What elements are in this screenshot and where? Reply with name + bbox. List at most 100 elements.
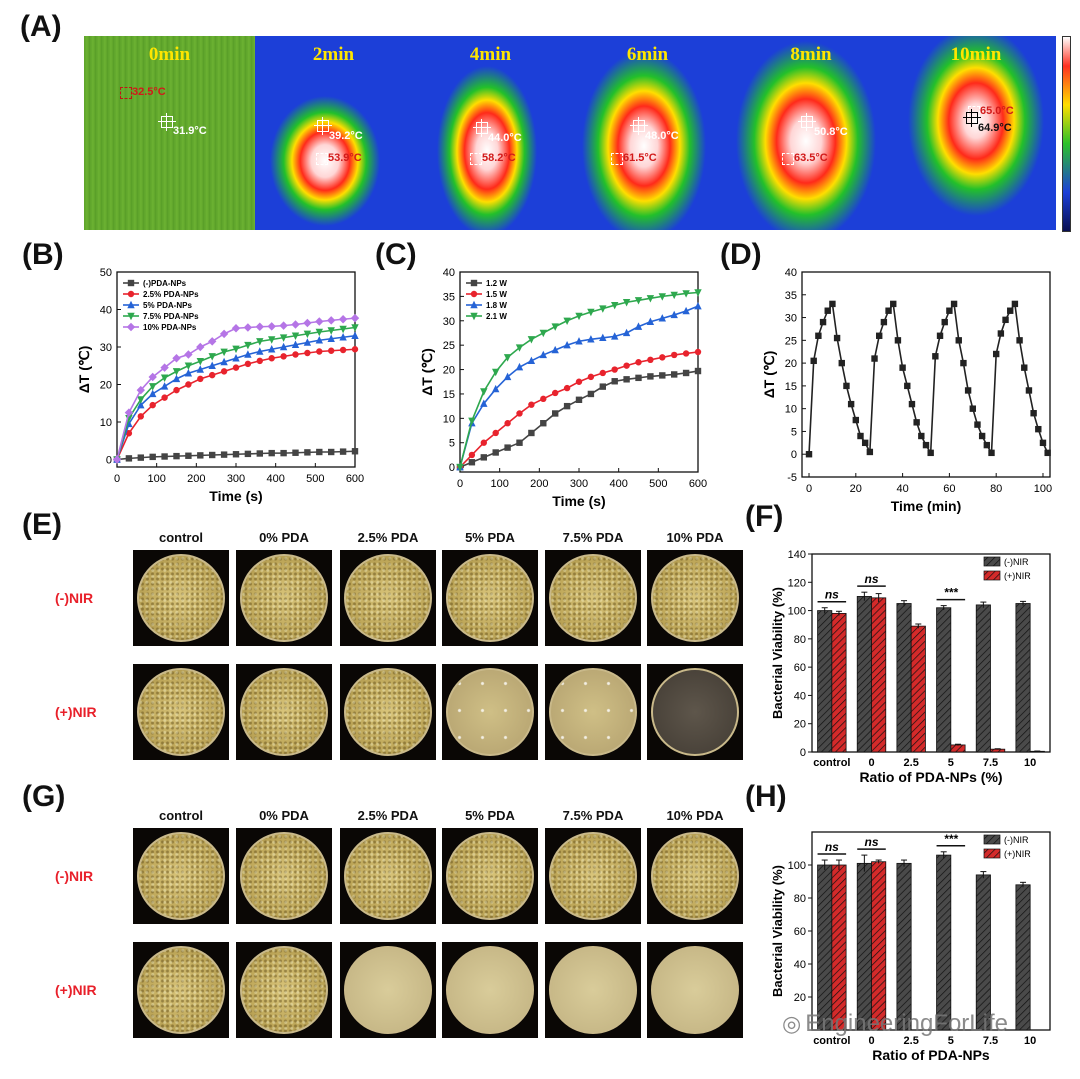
data-point xyxy=(160,382,169,390)
data-point xyxy=(208,337,217,346)
data-point xyxy=(575,337,583,345)
data-point xyxy=(988,449,995,457)
y-tick-label: 50 xyxy=(100,267,112,279)
data-point xyxy=(563,384,571,392)
bar xyxy=(871,861,887,1031)
petri-dish xyxy=(545,550,641,646)
colony-plate xyxy=(240,946,328,1034)
x-tick-label: 100 xyxy=(490,478,508,490)
frame-time-label: 2min xyxy=(312,44,355,65)
data-point xyxy=(303,338,312,346)
data-point xyxy=(173,452,180,460)
data-point xyxy=(503,354,512,362)
data-point xyxy=(172,374,181,383)
x-tick-label: 20 xyxy=(850,483,862,495)
data-point xyxy=(528,429,535,437)
data-point xyxy=(492,449,499,456)
y-tick-label: 25 xyxy=(785,335,797,347)
plate-column-label: control xyxy=(158,530,204,545)
significance-label: ns xyxy=(864,835,878,849)
bar xyxy=(896,603,912,753)
data-point xyxy=(899,364,906,371)
petri-dish xyxy=(236,942,332,1038)
chart-c-power-curves: 0 100 200 300 400 500 600 0 5 10 15 20 25 30 35 40 Time … xyxy=(419,267,707,509)
crosshair-icon xyxy=(630,117,648,135)
legend-label: 2.1 W xyxy=(486,312,507,321)
data-point xyxy=(829,300,836,308)
data-point xyxy=(126,322,136,332)
petri-dish xyxy=(647,664,743,760)
data-point xyxy=(184,362,193,370)
frame-temp-b: 53.9°C xyxy=(328,152,362,164)
chart-f-viability: 0 20 40 60 80 100 120 140 control 0 2.5 5 7.5 10 ns ns *… xyxy=(770,549,1051,785)
petri-dish xyxy=(545,828,641,924)
bar xyxy=(1015,603,1031,753)
data-point xyxy=(671,351,678,359)
data-point xyxy=(161,453,168,460)
data-point xyxy=(622,328,631,337)
data-point xyxy=(244,350,252,358)
data-point xyxy=(540,420,547,427)
significance-label: *** xyxy=(944,586,959,600)
data-point xyxy=(635,374,642,382)
bar xyxy=(975,604,991,753)
bar xyxy=(975,874,991,1031)
data-point xyxy=(1030,410,1037,417)
data-point xyxy=(504,420,511,427)
data-point xyxy=(694,348,702,356)
plate-column-label: 5% PDA xyxy=(465,808,515,823)
data-point xyxy=(172,368,181,376)
y-tick-label: -5 xyxy=(787,472,797,484)
data-point xyxy=(861,439,869,447)
data-point xyxy=(587,373,595,381)
chart-d-cycling-curve: 0 20 40 60 80 100 -5 0 5 10 15 20 25 30 35 40 Time (min)… xyxy=(761,267,1052,514)
data-point xyxy=(351,331,359,339)
data-point xyxy=(599,305,607,313)
data-point xyxy=(220,451,228,458)
plot-frame xyxy=(811,831,1051,1031)
data-point xyxy=(137,400,145,409)
y-tick-label: 100 xyxy=(788,606,806,618)
bar xyxy=(910,625,926,753)
bar xyxy=(856,862,872,1031)
colony-plate xyxy=(137,554,225,642)
plate-column-label: 0% PDA xyxy=(259,530,309,545)
data-point xyxy=(575,396,583,404)
colony-plate xyxy=(240,832,328,920)
data-point xyxy=(908,400,916,408)
significance-label: ns xyxy=(825,588,839,602)
y-tick-label: 20 xyxy=(100,380,112,392)
data-point xyxy=(327,334,335,342)
data-point xyxy=(563,402,571,410)
data-point xyxy=(983,441,991,449)
data-point xyxy=(327,316,336,325)
legend-swatch xyxy=(983,556,1001,567)
y-tick-label: 30 xyxy=(443,316,455,328)
data-point xyxy=(611,378,618,385)
legend-swatch xyxy=(983,570,1001,581)
data-point xyxy=(659,372,666,379)
colony-plate xyxy=(549,832,637,920)
x-tick-label: 5 xyxy=(948,1035,954,1047)
wechat-icon: ◎ xyxy=(782,1011,802,1036)
data-point xyxy=(316,448,323,456)
panel-label-g: (G) xyxy=(22,780,66,813)
data-point xyxy=(470,300,478,309)
data-point xyxy=(894,337,902,344)
dashed-marker xyxy=(316,153,328,165)
data-point xyxy=(125,430,133,437)
data-point xyxy=(268,345,276,353)
plate-row-label: (+)NIR xyxy=(55,982,97,998)
data-point xyxy=(890,300,897,308)
x-axis-label: Time (s) xyxy=(552,493,605,509)
data-point xyxy=(955,337,962,344)
legend-label: (-)PDA-NPs xyxy=(143,279,187,288)
data-point xyxy=(219,329,229,339)
crosshair-icon xyxy=(314,117,332,135)
data-point xyxy=(599,369,606,377)
data-point xyxy=(291,340,300,348)
petri-dish xyxy=(340,664,436,760)
data-point xyxy=(623,362,630,369)
data-point xyxy=(480,454,487,461)
data-point xyxy=(125,455,133,462)
